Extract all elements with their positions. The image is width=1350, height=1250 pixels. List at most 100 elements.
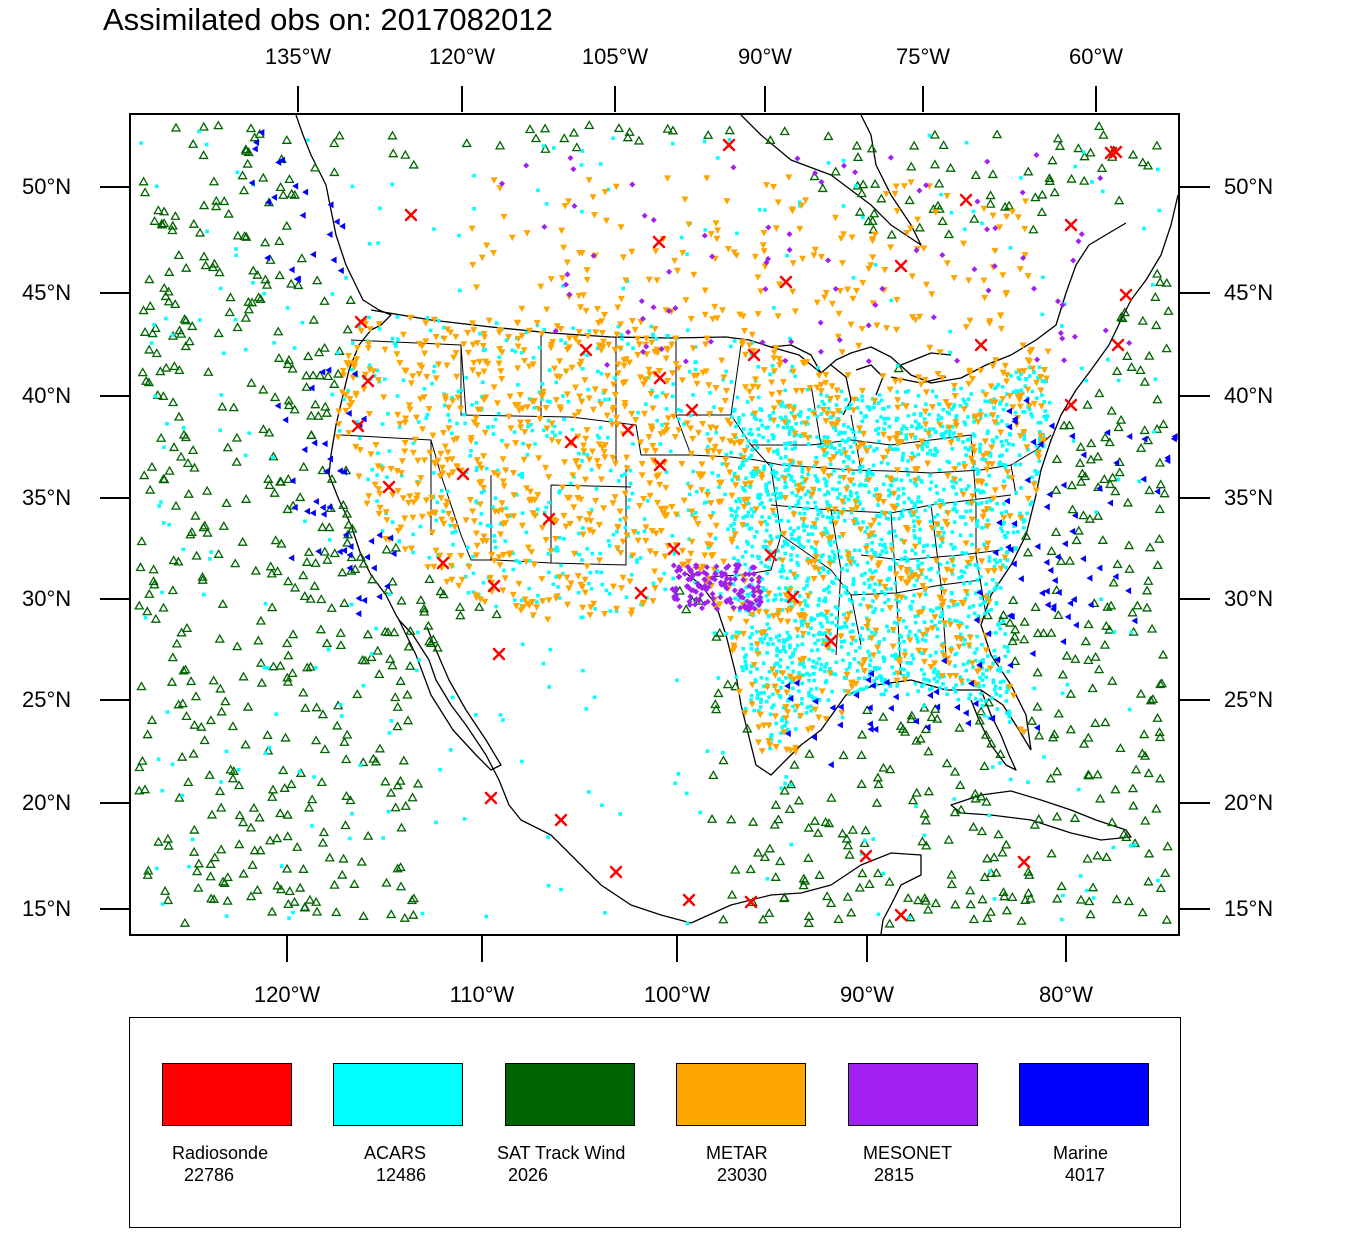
sat-track-wind-marker [160, 885, 171, 895]
acars-marker [527, 586, 531, 591]
sat-track-wind-marker [326, 602, 337, 612]
metar-marker [897, 565, 905, 572]
acars-marker [628, 468, 633, 473]
acars-marker [556, 548, 560, 552]
metar-marker [889, 626, 897, 634]
acars-marker [953, 507, 957, 511]
acars-marker [370, 467, 375, 472]
sat-track-wind-marker [275, 476, 286, 486]
metar-marker [538, 330, 546, 338]
acars-marker [810, 532, 815, 536]
acars-marker [865, 550, 869, 554]
acars-marker [1016, 529, 1020, 534]
acars-marker [801, 662, 805, 666]
acars-marker [758, 502, 763, 507]
metar-marker [834, 418, 842, 426]
sat-track-wind-marker [1085, 147, 1096, 157]
acars-marker [975, 647, 979, 651]
metar-marker [443, 498, 451, 506]
sat-track-wind-marker [1127, 607, 1138, 617]
metar-marker [982, 594, 990, 602]
acars-marker [851, 622, 855, 627]
acars-marker [629, 572, 634, 577]
acars-marker [848, 445, 853, 449]
acars-marker [732, 521, 736, 526]
sat-track-wind-marker [1008, 595, 1019, 605]
acars-marker [775, 646, 779, 651]
mesonet-marker [865, 322, 872, 329]
metar-marker [838, 709, 846, 717]
acars-marker [866, 649, 870, 654]
metar-marker [553, 593, 561, 600]
metar-marker [794, 488, 802, 495]
metar-marker [519, 405, 527, 412]
sat-track-wind-marker [329, 167, 340, 177]
acars-marker [806, 489, 810, 493]
mesonet-marker [782, 357, 789, 364]
metar-marker [504, 513, 512, 521]
metar-marker [406, 406, 414, 413]
acars-marker [777, 633, 782, 638]
acars-marker [881, 406, 885, 411]
acars-marker [1025, 511, 1029, 516]
acars-marker [547, 368, 552, 373]
metar-marker [983, 466, 991, 474]
acars-marker [864, 414, 869, 418]
acars-marker [847, 456, 851, 461]
sat-track-wind-marker [985, 190, 996, 200]
acars-marker [778, 415, 783, 420]
metar-marker [799, 255, 807, 263]
acars-marker [910, 599, 915, 604]
metar-marker [989, 495, 997, 502]
acars-marker [968, 562, 972, 567]
acars-marker [750, 632, 754, 636]
metar-marker [741, 481, 749, 488]
acars-marker [744, 585, 748, 590]
acars-marker [1004, 565, 1008, 570]
metar-marker [948, 557, 956, 565]
acars-marker [843, 494, 848, 499]
sat-track-wind-marker [346, 552, 357, 562]
acars-marker [411, 441, 416, 446]
acars-marker [980, 221, 984, 226]
metar-marker [704, 448, 712, 456]
metar-marker [1003, 372, 1011, 379]
metar-marker [651, 585, 659, 592]
sat-track-wind-marker [885, 764, 896, 774]
metar-marker [545, 474, 553, 481]
acars-marker [791, 669, 796, 674]
metar-marker [561, 202, 569, 210]
metar-marker [917, 568, 925, 576]
acars-marker [861, 507, 865, 512]
acars-marker [867, 673, 872, 677]
sat-track-wind-marker [955, 780, 966, 790]
mesonet-marker [751, 605, 758, 612]
sat-track-wind-marker [1159, 488, 1170, 498]
metar-marker [795, 482, 803, 490]
metar-marker [831, 506, 839, 513]
acars-marker [881, 655, 886, 660]
mesonet-marker [746, 571, 753, 578]
sat-track-wind-marker [911, 735, 922, 745]
acars-marker [980, 703, 985, 708]
acars-marker [181, 425, 186, 430]
sat-track-wind-marker [714, 627, 725, 637]
sat-track-wind-marker [1056, 881, 1067, 891]
acars-marker [911, 656, 916, 661]
acars-marker [455, 421, 459, 426]
acars-marker [844, 454, 849, 459]
acars-marker [834, 660, 839, 665]
acars-marker [741, 668, 745, 673]
metar-marker [547, 276, 555, 283]
metar-marker [514, 343, 522, 350]
metar-marker [959, 600, 967, 608]
acars-marker [825, 444, 829, 449]
metar-marker [460, 341, 468, 348]
sat-track-wind-marker [955, 804, 967, 814]
acars-marker [219, 780, 223, 784]
acars-marker [789, 425, 794, 430]
acars-marker [851, 276, 856, 280]
acars-marker [876, 912, 881, 917]
sat-track-wind-marker [173, 250, 184, 260]
acars-marker [721, 750, 725, 755]
